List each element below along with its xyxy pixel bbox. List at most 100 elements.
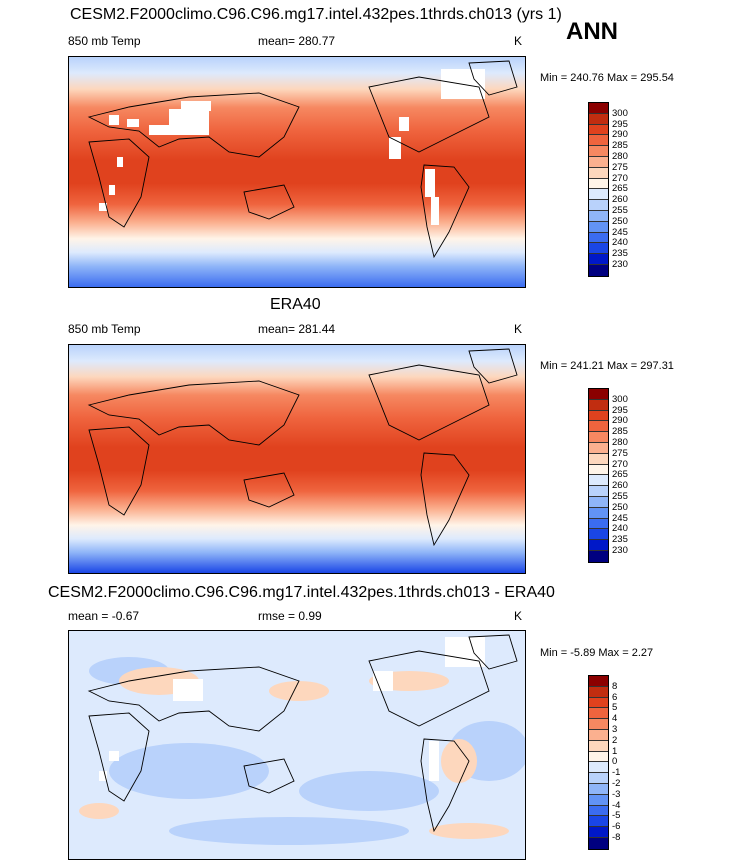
season-label: ANN — [566, 18, 618, 45]
colorbar-level-label: 0 — [612, 756, 618, 768]
colorbar-swatch — [589, 254, 608, 265]
colorbar-level-label: 2 — [612, 734, 618, 746]
panel2-field-label: 850 mb Temp — [68, 322, 141, 336]
colorbar-level-label: 275 — [612, 447, 628, 459]
colorbar-swatch — [589, 729, 608, 741]
panel3-minmax: Min = -5.89 Max = 2.27 — [540, 647, 654, 659]
colorbar-level-label: -5 — [612, 810, 621, 822]
colorbar-swatch — [589, 421, 608, 433]
colorbar-swatch — [589, 156, 608, 168]
colorbar-swatch — [589, 486, 608, 497]
panel2-minmax: Min = 241.21 Max = 297.31 — [540, 360, 674, 372]
panel3-title: CESM2.F2000climo.C96.C96.mg17.intel.432p… — [48, 584, 555, 601]
panel3-colorbar — [588, 675, 609, 850]
colorbar-level-label: 230 — [612, 259, 628, 270]
colorbar-level-label: 270 — [612, 172, 628, 184]
colorbar-swatch — [589, 167, 608, 179]
colorbar-level-label: 240 — [612, 237, 628, 249]
colorbar-level-label: -3 — [612, 788, 621, 800]
colorbar-level-label: 235 — [612, 248, 628, 260]
colorbar-level-label: 250 — [612, 501, 628, 513]
panel3-units-label: K — [514, 609, 523, 623]
panel1-contour-field — [69, 57, 525, 287]
panel1-field-label: 850 mb Temp — [68, 34, 141, 48]
colorbar-swatch — [589, 762, 608, 774]
panel2-units-label: K — [514, 322, 523, 336]
colorbar-level-label: -1 — [612, 767, 621, 779]
panel1-colorbar — [588, 102, 609, 277]
colorbar-swatch — [589, 103, 608, 114]
colorbar-swatch — [589, 135, 608, 147]
colorbar-swatch — [589, 686, 608, 698]
colorbar-level-label: 265 — [612, 469, 628, 481]
colorbar-level-label: 280 — [612, 437, 628, 448]
colorbar-swatch — [589, 540, 608, 551]
panel3-mean-label: mean = -0.67 — [68, 609, 140, 623]
colorbar-level-label: 4 — [612, 713, 618, 725]
colorbar-swatch — [589, 529, 608, 541]
colorbar-swatch — [589, 794, 608, 806]
colorbar-level-label: 280 — [612, 151, 628, 162]
colorbar-level-label: 265 — [612, 183, 628, 195]
colorbar-level-label: 255 — [612, 491, 628, 502]
colorbar-swatch — [589, 189, 608, 201]
colorbar-swatch — [589, 200, 608, 211]
colorbar-swatch — [589, 221, 608, 233]
colorbar-level-label: -2 — [612, 778, 621, 789]
panel2-mean-label: mean= 281.44 — [258, 322, 336, 336]
colorbar-swatch — [589, 243, 608, 255]
colorbar-swatch — [589, 442, 608, 454]
colorbar-swatch — [589, 475, 608, 487]
panel2-colorbar — [588, 388, 609, 563]
panel3-map — [68, 630, 526, 860]
colorbar-swatch — [589, 719, 608, 730]
panel3-rmse-label: rmse = 0.99 — [258, 609, 322, 623]
colorbar-level-label: 295 — [612, 404, 628, 416]
colorbar-swatch — [589, 816, 608, 828]
colorbar-level-label: 6 — [612, 691, 618, 703]
colorbar-swatch — [589, 507, 608, 519]
colorbar-level-label: 260 — [612, 194, 628, 206]
panel1-mean-label: mean= 280.77 — [258, 34, 336, 48]
colorbar-swatch — [589, 146, 608, 157]
colorbar-level-label: 295 — [612, 118, 628, 130]
colorbar-swatch — [589, 178, 608, 190]
colorbar-swatch — [589, 751, 608, 763]
panel1-units-label: K — [514, 34, 523, 48]
colorbar-swatch — [589, 518, 608, 530]
colorbar-level-label: 245 — [612, 512, 628, 524]
colorbar-swatch — [589, 264, 608, 276]
colorbar-swatch — [589, 210, 608, 222]
panel1-map — [68, 56, 526, 288]
colorbar-level-label: 285 — [612, 426, 628, 438]
colorbar-level-label: 245 — [612, 226, 628, 238]
colorbar-level-label: -8 — [612, 832, 621, 843]
colorbar-swatch — [589, 697, 608, 709]
colorbar-level-label: 270 — [612, 458, 628, 470]
colorbar-level-label: 290 — [612, 129, 628, 141]
colorbar-level-label: 300 — [612, 107, 628, 119]
colorbar-swatch — [589, 708, 608, 720]
colorbar-swatch — [589, 389, 608, 400]
colorbar-level-label: 235 — [612, 534, 628, 546]
colorbar-level-label: 260 — [612, 480, 628, 492]
colorbar-swatch — [589, 464, 608, 476]
colorbar-swatch — [589, 410, 608, 422]
colorbar-swatch — [589, 432, 608, 443]
colorbar-level-label: 3 — [612, 724, 618, 735]
panel2-map — [68, 344, 526, 574]
colorbar-level-label: 255 — [612, 205, 628, 216]
colorbar-level-label: 240 — [612, 523, 628, 535]
colorbar-swatch — [589, 773, 608, 784]
colorbar-level-label: 285 — [612, 140, 628, 152]
colorbar-level-label: -6 — [612, 821, 621, 833]
colorbar-level-label: 300 — [612, 393, 628, 405]
panel1-minmax: Min = 240.76 Max = 295.54 — [540, 72, 674, 84]
colorbar-level-label: 275 — [612, 161, 628, 173]
colorbar-level-label: 8 — [612, 680, 618, 692]
panel1-title: CESM2.F2000climo.C96.C96.mg17.intel.432p… — [70, 6, 562, 23]
colorbar-swatch — [589, 740, 608, 752]
panel2-title: ERA40 — [270, 296, 321, 313]
colorbar-swatch — [589, 676, 608, 687]
colorbar-swatch — [589, 399, 608, 411]
